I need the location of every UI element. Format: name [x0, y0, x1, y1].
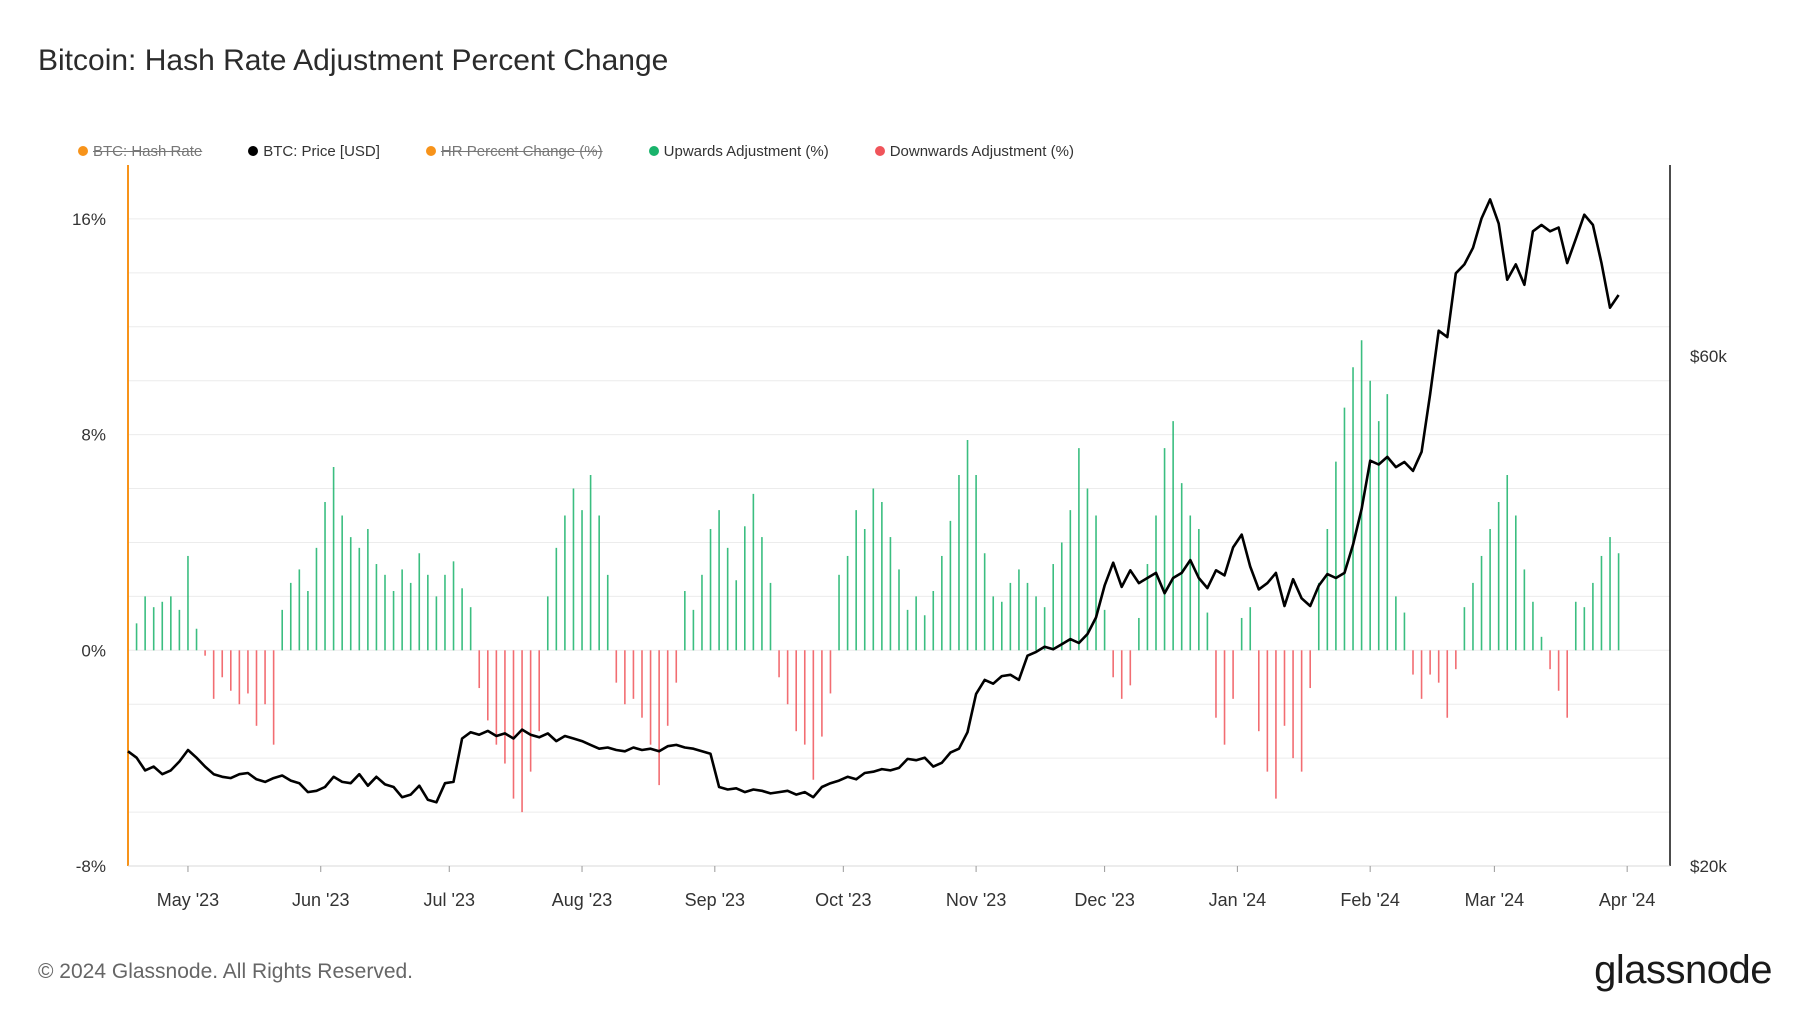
- legend-item-btc-price[interactable]: BTC: Price [USD]: [248, 143, 380, 160]
- y-right-tick-60k: $60k: [1690, 347, 1727, 366]
- legend-label-downwards-adjustment: Downwards Adjustment (%): [889, 142, 1074, 160]
- y-left-tick-minus-8: -8%: [76, 857, 106, 876]
- grid-lines: [128, 218, 1670, 813]
- x-tick-nov-23: Nov '23: [946, 890, 1006, 910]
- chart-legend: BTC: Hash Rate BTC: Price [USD] HR Perce…: [78, 140, 1120, 162]
- legend-dot-hash-rate: [78, 146, 88, 156]
- x-tick-dec-23: Dec '23: [1074, 890, 1134, 910]
- y-left-tick-0: 0%: [81, 641, 106, 660]
- legend-item-hash-rate[interactable]: BTC: Hash Rate: [78, 143, 202, 160]
- x-tick-mar-24: Mar '24: [1465, 890, 1524, 910]
- price-series: [127, 198, 1620, 804]
- legend-label-hash-rate: BTC: Hash Rate: [93, 142, 203, 160]
- legend-dot-hr-percent-change: [425, 146, 436, 156]
- x-tick-jun-23: Jun '23: [292, 890, 349, 910]
- x-tick-oct-23: Oct '23: [815, 890, 871, 910]
- legend-item-downwards-adjustment[interactable]: Downwards Adjustment (%): [874, 142, 1074, 160]
- x-tick-sep-23: Sep '23: [685, 890, 746, 910]
- x-tick-jan-24: Jan '24: [1209, 890, 1266, 910]
- x-tick-aug-23: Aug '23: [552, 890, 613, 910]
- legend-item-upwards-adjustment[interactable]: Upwards Adjustment (%): [648, 142, 829, 160]
- x-tick-apr-24: Apr '24: [1599, 890, 1655, 910]
- legend-label-hr-percent-change: HR Percent Change (%): [440, 142, 603, 160]
- legend-dot-btc-price: [248, 146, 259, 156]
- glassnode-logo: glassnode: [1594, 948, 1772, 992]
- x-tick-feb-24: Feb '24: [1340, 890, 1399, 910]
- y-left-tick-8: 8%: [81, 426, 106, 445]
- x-tick-jul-23: Jul '23: [424, 890, 475, 910]
- axis-labels: 16% 8% 0% -8% $60k $20k May '23 Jun '23 …: [72, 210, 1727, 910]
- legend-label-upwards-adjustment: Upwards Adjustment (%): [663, 142, 829, 160]
- chart-title: Bitcoin: Hash Rate Adjustment Percent Ch…: [38, 44, 669, 77]
- copyright-text: © 2024 Glassnode. All Rights Reserved.: [38, 960, 414, 983]
- legend-dot-upwards-adjustment: [648, 146, 659, 156]
- chart-axes: [127, 165, 1671, 872]
- adjustment-bars: [127, 340, 1620, 813]
- btc-price-line: [127, 198, 1620, 804]
- x-tick-may-23: May '23: [157, 890, 219, 910]
- legend-dot-downwards-adjustment: [874, 146, 885, 156]
- legend-item-hr-percent-change[interactable]: HR Percent Change (%): [425, 142, 603, 160]
- y-left-tick-16: 16%: [72, 210, 106, 229]
- legend-label-btc-price: BTC: Price [USD]: [263, 142, 380, 160]
- y-right-tick-20k: $20k: [1690, 857, 1727, 876]
